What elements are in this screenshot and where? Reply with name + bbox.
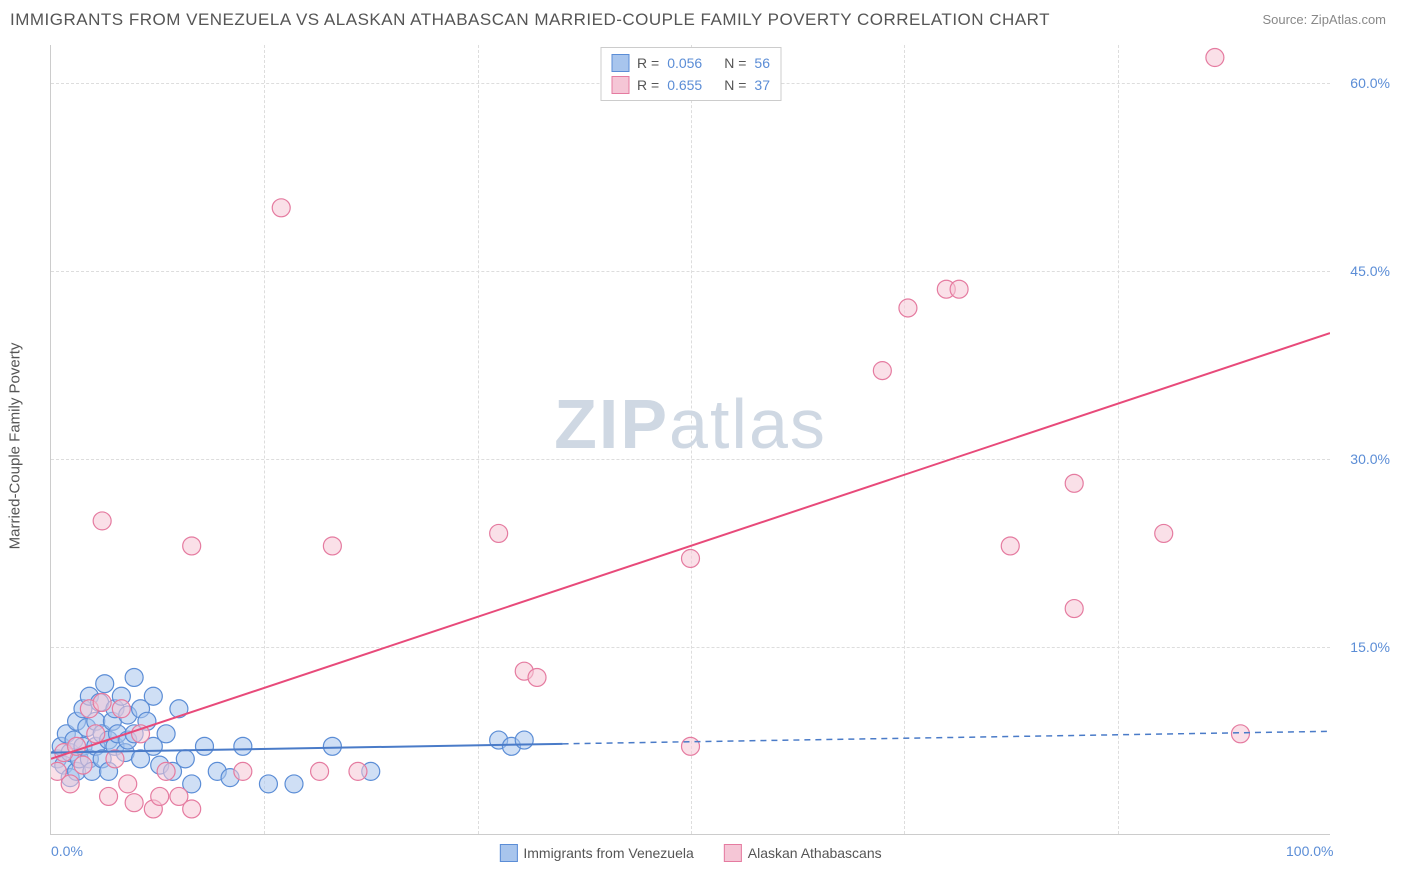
scatter-point	[311, 762, 329, 780]
legend-label-2: Alaskan Athabascans	[748, 845, 882, 861]
scatter-point	[285, 775, 303, 793]
n-label: N =	[724, 55, 746, 71]
scatter-point	[151, 787, 169, 805]
legend-swatch-blue	[611, 54, 629, 72]
legend-row-series-1: R = 0.056 N = 56	[611, 52, 770, 74]
scatter-point	[157, 725, 175, 743]
scatter-point	[1001, 537, 1019, 555]
scatter-point	[112, 700, 130, 718]
scatter-point	[528, 668, 546, 686]
x-tick-label: 0.0%	[51, 843, 83, 859]
scatter-point	[87, 725, 105, 743]
source-attribution: Source: ZipAtlas.com	[1262, 12, 1386, 27]
scatter-point	[100, 787, 118, 805]
r-label: R =	[637, 77, 659, 93]
scatter-point	[682, 549, 700, 567]
scatter-point	[125, 794, 143, 812]
legend-item-athabascan: Alaskan Athabascans	[724, 844, 882, 862]
y-tick-label: 30.0%	[1335, 451, 1390, 467]
scatter-point	[899, 299, 917, 317]
scatter-point	[272, 199, 290, 217]
scatter-point	[96, 675, 114, 693]
scatter-point	[950, 280, 968, 298]
scatter-point	[1065, 474, 1083, 492]
scatter-point	[119, 775, 137, 793]
chart-plot-area: ZIPatlas R = 0.056 N = 56 R = 0.655 N = …	[50, 45, 1330, 835]
scatter-point	[144, 687, 162, 705]
scatter-point	[125, 668, 143, 686]
scatter-point	[682, 737, 700, 755]
y-tick-label: 15.0%	[1335, 639, 1390, 655]
scatter-point	[349, 762, 367, 780]
r-label: R =	[637, 55, 659, 71]
scatter-point	[1206, 49, 1224, 67]
r-value-1: 0.056	[667, 55, 702, 71]
y-axis-label: Married-Couple Family Poverty	[7, 343, 24, 550]
legend-item-venezuela: Immigrants from Venezuela	[499, 844, 693, 862]
scatter-point	[323, 737, 341, 755]
scatter-point	[1231, 725, 1249, 743]
legend-swatch-pink	[611, 76, 629, 94]
r-value-2: 0.655	[667, 77, 702, 93]
scatter-point	[176, 750, 194, 768]
trend-line	[51, 333, 1330, 759]
scatter-point	[873, 362, 891, 380]
n-label: N =	[724, 77, 746, 93]
scatter-point	[234, 737, 252, 755]
legend-swatch-blue	[499, 844, 517, 862]
y-tick-label: 45.0%	[1335, 263, 1390, 279]
scatter-point	[323, 537, 341, 555]
scatter-point	[93, 694, 111, 712]
series-legend: Immigrants from Venezuela Alaskan Athaba…	[499, 844, 881, 862]
scatter-point	[61, 775, 79, 793]
chart-title: IMMIGRANTS FROM VENEZUELA VS ALASKAN ATH…	[10, 10, 1050, 30]
legend-label-1: Immigrants from Venezuela	[523, 845, 693, 861]
scatter-point	[1155, 524, 1173, 542]
x-tick-label: 100.0%	[1286, 843, 1333, 859]
scatter-point	[93, 512, 111, 530]
scatter-point	[234, 762, 252, 780]
trend-line-dashed	[563, 731, 1330, 744]
scatter-point	[157, 762, 175, 780]
scatter-point	[490, 524, 508, 542]
scatter-point	[183, 800, 201, 818]
scatter-point	[74, 756, 92, 774]
legend-swatch-pink	[724, 844, 742, 862]
legend-row-series-2: R = 0.655 N = 37	[611, 74, 770, 96]
scatter-point	[195, 737, 213, 755]
correlation-legend: R = 0.056 N = 56 R = 0.655 N = 37	[600, 47, 781, 101]
n-value-2: 37	[754, 77, 770, 93]
scatter-point	[1065, 600, 1083, 618]
n-value-1: 56	[754, 55, 770, 71]
scatter-point	[515, 731, 533, 749]
scatter-svg	[51, 45, 1330, 834]
scatter-point	[183, 537, 201, 555]
scatter-point	[259, 775, 277, 793]
y-tick-label: 60.0%	[1335, 75, 1390, 91]
